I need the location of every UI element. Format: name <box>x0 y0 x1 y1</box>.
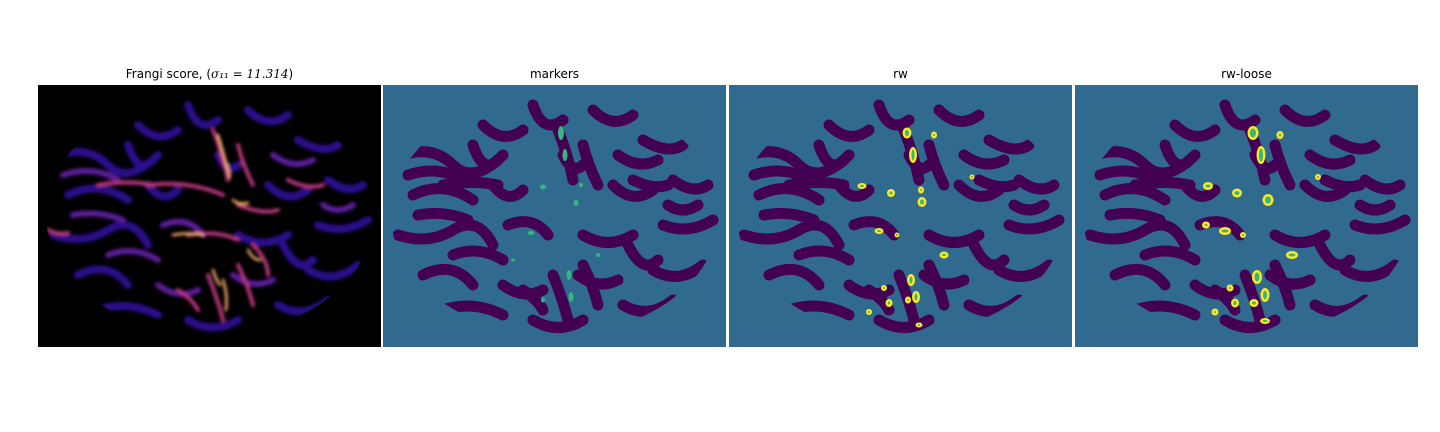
segment-core <box>971 176 973 178</box>
segment-core <box>920 199 924 205</box>
segment-core <box>933 134 935 136</box>
rw-image <box>729 85 1072 347</box>
marker-region <box>568 292 574 302</box>
marker-region <box>562 149 568 161</box>
marker-region <box>596 253 600 257</box>
marker-region <box>527 231 535 235</box>
segment-core <box>896 234 898 236</box>
marker-region <box>566 270 572 280</box>
segment-core <box>883 287 885 289</box>
segment-core <box>1221 229 1229 233</box>
segment-core <box>1317 176 1319 178</box>
segment-core <box>1265 196 1271 204</box>
marker-region <box>573 200 579 206</box>
panel-title-markers: markers <box>529 67 580 81</box>
panel-title-rw: rw <box>893 67 908 81</box>
segment-core <box>860 185 864 187</box>
segment-core <box>1229 287 1231 289</box>
segment-core <box>1250 128 1256 138</box>
rw-canvas <box>729 85 1072 347</box>
segment-core <box>942 254 946 256</box>
marker-region <box>541 297 545 303</box>
segment-core <box>1279 133 1281 137</box>
segment-core <box>1262 320 1268 322</box>
segment-core <box>1234 191 1240 195</box>
segment-core <box>1263 290 1267 300</box>
panel-title-rw-loose: rw-loose <box>1221 67 1272 81</box>
segment-core <box>1242 234 1244 236</box>
rw-loose-canvas <box>1075 85 1418 347</box>
rw-loose-image <box>1075 85 1418 347</box>
frangi-image <box>38 85 381 347</box>
segment-core <box>888 301 890 305</box>
segment-core <box>909 276 913 284</box>
segment-core <box>920 189 922 191</box>
segment-core <box>911 149 915 161</box>
segment-core <box>1204 224 1208 226</box>
segment-core <box>868 311 870 313</box>
segment-core <box>889 191 893 195</box>
segment-core <box>1252 301 1256 305</box>
segment-core <box>877 230 881 232</box>
marker-region <box>540 184 546 190</box>
segment-core <box>1259 148 1263 162</box>
segment-core <box>1233 301 1237 305</box>
segment-core <box>918 324 920 326</box>
segment-core <box>905 130 909 136</box>
segment-core <box>1205 184 1211 188</box>
segment-core <box>1288 253 1296 257</box>
frangi-canvas <box>38 85 381 347</box>
segment-core <box>1254 272 1260 282</box>
segment-core <box>1214 311 1216 313</box>
marker-region <box>579 183 583 187</box>
marker-region <box>558 126 564 140</box>
marker-region <box>511 258 515 262</box>
markers-canvas <box>383 85 726 347</box>
segment-core <box>914 293 918 301</box>
panel-title-frangi: Frangi score, (σ₁₁ = 11.314) <box>125 67 294 81</box>
markers-image <box>383 85 726 347</box>
segment-core <box>907 299 909 301</box>
